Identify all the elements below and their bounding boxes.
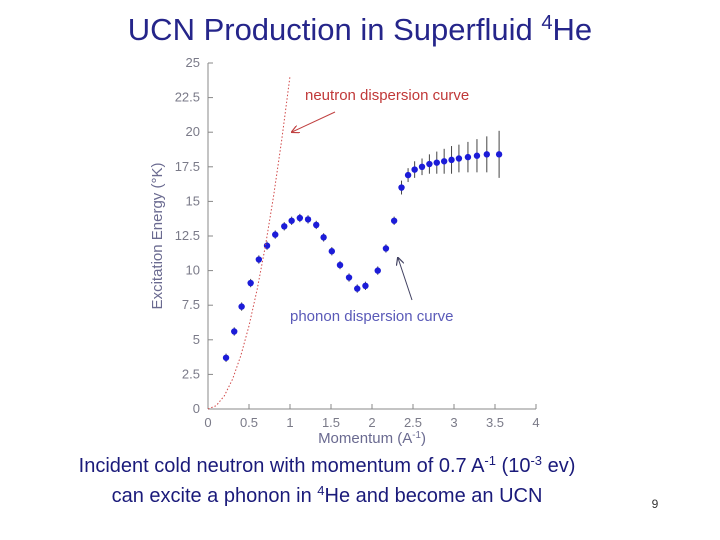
text-run: (10 bbox=[496, 455, 530, 477]
y-tick-label: 0 bbox=[193, 401, 200, 416]
superscript: -1 bbox=[484, 453, 496, 468]
data-point bbox=[288, 217, 295, 224]
page-number: 9 bbox=[652, 497, 659, 511]
superscript: -1 bbox=[412, 430, 421, 441]
superscript: 4 bbox=[541, 12, 552, 34]
data-point bbox=[247, 279, 254, 287]
x-tick-label: 2.5 bbox=[404, 415, 422, 430]
x-tick-label: 2 bbox=[368, 415, 375, 430]
data-point bbox=[464, 153, 472, 161]
data-point bbox=[473, 152, 481, 159]
data-point bbox=[440, 158, 448, 165]
data-point bbox=[448, 156, 455, 164]
y-tick-label: 12.5 bbox=[175, 228, 200, 243]
slide-title: UCN Production in Superfluid 4He bbox=[128, 12, 592, 47]
y-tick-label: 25 bbox=[186, 55, 200, 70]
data-point bbox=[336, 261, 344, 269]
y-tick-label: 17.5 bbox=[175, 159, 200, 174]
data-point bbox=[390, 217, 398, 224]
y-tick-label: 22.5 bbox=[175, 90, 200, 105]
data-point bbox=[304, 216, 312, 223]
data-point bbox=[411, 166, 418, 173]
y-tick-label: 20 bbox=[186, 124, 200, 139]
data-point bbox=[418, 163, 426, 170]
y-axis-label: Excitation Energy (°K) bbox=[149, 163, 166, 310]
data-point bbox=[313, 221, 320, 229]
data-point bbox=[362, 282, 369, 290]
x-tick-label: 1 bbox=[286, 415, 293, 430]
data-point bbox=[222, 354, 230, 361]
data-point bbox=[272, 231, 279, 238]
caption-line: Incident cold neutron with momentum of 0… bbox=[79, 453, 576, 478]
data-point bbox=[328, 248, 336, 255]
data-point bbox=[404, 171, 412, 179]
data-point bbox=[354, 285, 361, 292]
annotation-arrow bbox=[292, 111, 336, 132]
superscript: -3 bbox=[530, 453, 542, 468]
data-point bbox=[382, 245, 390, 252]
text-run: He and become an UCN bbox=[325, 485, 543, 507]
data-point bbox=[296, 214, 304, 222]
data-point bbox=[398, 184, 405, 191]
curve bbox=[207, 76, 291, 410]
data-point bbox=[483, 151, 490, 158]
data-point bbox=[281, 223, 288, 230]
x-tick-label: 0 bbox=[204, 415, 211, 430]
annotation: phonon dispersion curve bbox=[290, 308, 453, 325]
x-axis-label: Momentum (A-1) bbox=[318, 430, 426, 448]
data-point bbox=[238, 303, 245, 310]
text-run: ) bbox=[421, 430, 426, 447]
x-tick-label: 1.5 bbox=[322, 415, 340, 430]
data-point bbox=[433, 159, 440, 166]
text-run: Incident cold neutron with momentum of 0… bbox=[79, 455, 485, 477]
text-run: ev) bbox=[542, 455, 575, 477]
superscript: 4 bbox=[317, 483, 324, 498]
caption-line: can excite a phonon in 4He and become an… bbox=[112, 483, 543, 508]
y-tick-label: 5 bbox=[193, 332, 200, 347]
data-point bbox=[426, 160, 433, 168]
x-tick-label: 3 bbox=[450, 415, 457, 430]
data-point bbox=[255, 256, 263, 263]
y-tick-label: 2.5 bbox=[182, 366, 200, 381]
data-point bbox=[320, 234, 327, 241]
annotation-arrow bbox=[398, 258, 413, 301]
data-point bbox=[495, 151, 503, 158]
text-run: He bbox=[553, 12, 593, 47]
x-tick-label: 4 bbox=[532, 415, 539, 430]
text-run: Momentum (A bbox=[318, 430, 412, 447]
x-tick-label: 3.5 bbox=[486, 415, 504, 430]
y-tick-label: 15 bbox=[186, 193, 200, 208]
data-point bbox=[374, 267, 381, 274]
data-point bbox=[231, 328, 238, 335]
data-point bbox=[455, 155, 463, 162]
x-tick-label: 0.5 bbox=[240, 415, 258, 430]
data-point bbox=[345, 274, 353, 281]
y-tick-label: 7.5 bbox=[182, 297, 200, 312]
text-run: UCN Production in Superfluid bbox=[128, 12, 542, 47]
text-run: can excite a phonon in bbox=[112, 485, 318, 507]
y-tick-label: 10 bbox=[186, 263, 200, 278]
annotation: neutron dispersion curve bbox=[305, 87, 469, 104]
